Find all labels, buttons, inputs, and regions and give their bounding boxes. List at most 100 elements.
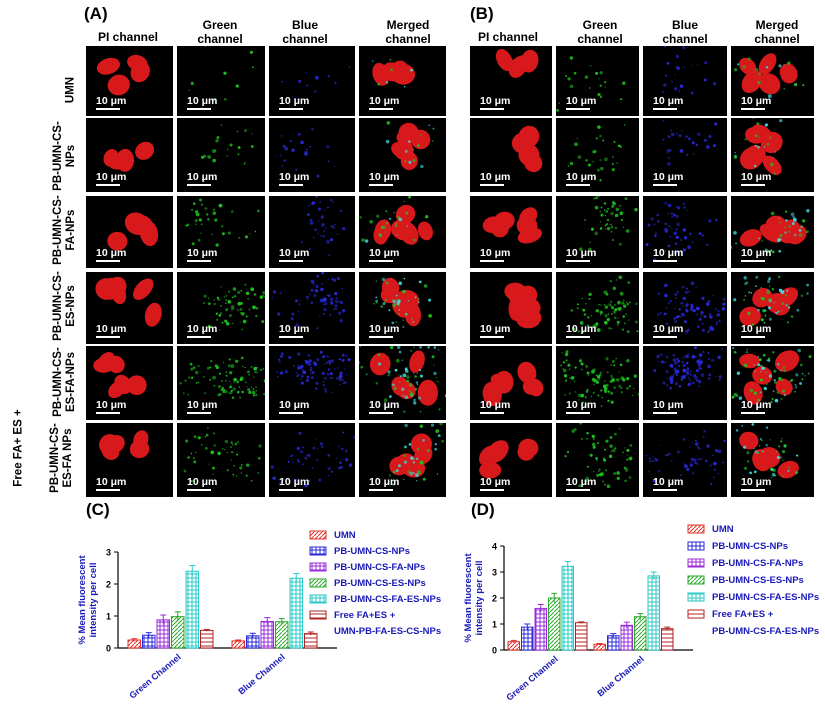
fluorescent-spot [675, 382, 678, 386]
fluorescent-spot [694, 355, 697, 358]
fluorescent-spot [208, 302, 211, 305]
nucleus [135, 141, 155, 160]
fluorescent-spot [764, 248, 768, 252]
fluorescent-spot [787, 321, 789, 324]
fluorescent-spot [743, 466, 748, 470]
fluorescent-spot [783, 393, 786, 397]
fluorescent-spot [675, 228, 679, 231]
fluorescent-spot [678, 308, 681, 311]
fluorescent-spot [618, 427, 621, 430]
fluorescent-spot [615, 279, 618, 281]
fluorescent-spot [757, 80, 761, 85]
y-tick-label: 2 [492, 594, 497, 604]
fluorescent-spot [732, 347, 735, 349]
fluorescent-spot [392, 299, 396, 303]
fluorescent-spot [254, 371, 256, 373]
fluorescent-spot [308, 204, 310, 207]
fluorescent-spot [610, 328, 613, 330]
fluorescent-spot [697, 379, 702, 384]
fluorescent-spot [223, 97, 227, 101]
fluorescent-spot [665, 322, 668, 325]
fluorescent-spot [226, 148, 229, 151]
nucleus [372, 62, 390, 86]
fluorescent-spot [322, 235, 326, 238]
fluorescent-spot [786, 304, 789, 306]
fluorescent-spot [375, 382, 378, 385]
fluorescent-spot [220, 286, 222, 288]
fluorescent-spot [398, 464, 401, 468]
scale-bar-label: 10 μm [653, 323, 684, 335]
scale-bar: 10 μm [187, 96, 217, 110]
fluorescent-spot [804, 375, 806, 377]
fluorescent-spot [308, 293, 311, 296]
fluorescent-spot [412, 159, 416, 162]
fluorescent-spot [763, 386, 767, 390]
nucleus [107, 74, 130, 96]
nucleus [144, 302, 162, 327]
fluorescent-spot [788, 230, 791, 233]
fluorescent-spot [619, 211, 624, 216]
fluorescent-spot [781, 378, 784, 382]
fluorescent-spot [689, 232, 692, 236]
fluorescent-spot [307, 479, 311, 483]
fluorescent-spot [262, 367, 265, 371]
fluorescent-spot [322, 312, 325, 315]
fluorescent-spot [682, 364, 686, 367]
fluorescent-spot [626, 330, 630, 334]
fluorescent-spot [306, 375, 310, 379]
fluorescent-spot [607, 399, 610, 403]
fluorescent-spot [416, 372, 418, 374]
fluorescent-spot [702, 350, 705, 354]
fluorescent-spot [718, 379, 721, 381]
fluorescent-spot [392, 303, 397, 307]
bar [304, 633, 318, 649]
fluorescent-spot [310, 301, 314, 305]
fluorescent-spot [217, 393, 221, 397]
nucleus [752, 448, 772, 472]
fluorescent-spot [204, 207, 208, 211]
fluorescent-spot [311, 201, 316, 205]
fluorescent-spot [807, 372, 810, 375]
fluorescent-spot [292, 461, 294, 463]
bar [647, 575, 660, 651]
fluorescent-spot [668, 452, 671, 455]
fluorescent-spot [339, 384, 341, 386]
y-tick-label: 1 [106, 612, 111, 622]
scale-bar-label: 10 μm [480, 171, 511, 183]
fluorescent-spot [594, 205, 599, 210]
fluorescent-spot [188, 376, 191, 379]
scale-bar: 10 μm [369, 324, 399, 338]
fluorescent-spot [324, 390, 327, 393]
scale-bar-line [566, 260, 590, 262]
fluorescent-spot [604, 157, 608, 162]
fluorescent-spot [585, 365, 589, 368]
fluorescent-spot [591, 442, 596, 447]
fluorescent-spot [417, 470, 421, 475]
fluorescent-spot [388, 474, 392, 477]
fluorescent-spot [564, 455, 567, 458]
fluorescent-spot [218, 314, 222, 317]
fluorescent-spot [599, 71, 603, 75]
fluorescent-spot [757, 398, 760, 402]
scale-bar: 10 μm [653, 172, 683, 186]
fluorescent-spot [599, 84, 602, 87]
fluorescent-spot [691, 241, 694, 244]
scale-bar-label: 10 μm [369, 171, 400, 183]
fluorescent-spot [623, 466, 627, 470]
fluorescent-spot [603, 320, 608, 325]
fluorescent-spot [327, 453, 330, 457]
fluorescent-spot [604, 86, 607, 88]
nucleus [752, 124, 773, 143]
fluorescent-spot [778, 376, 782, 381]
fluorescent-spot [611, 377, 615, 381]
legend-label: PB-UMN-CS-FA-ES-NPs [712, 592, 819, 603]
fluorescent-spot [413, 346, 415, 348]
fluorescent-spot [606, 317, 610, 322]
scale-bar-line [741, 489, 765, 491]
fluorescent-spot [629, 443, 633, 447]
fluorescent-spot [300, 450, 303, 454]
fluorescent-spot [670, 227, 673, 230]
fluorescent-spot [577, 393, 582, 398]
fluorescent-spot [420, 375, 422, 378]
fluorescent-spot [733, 298, 737, 302]
